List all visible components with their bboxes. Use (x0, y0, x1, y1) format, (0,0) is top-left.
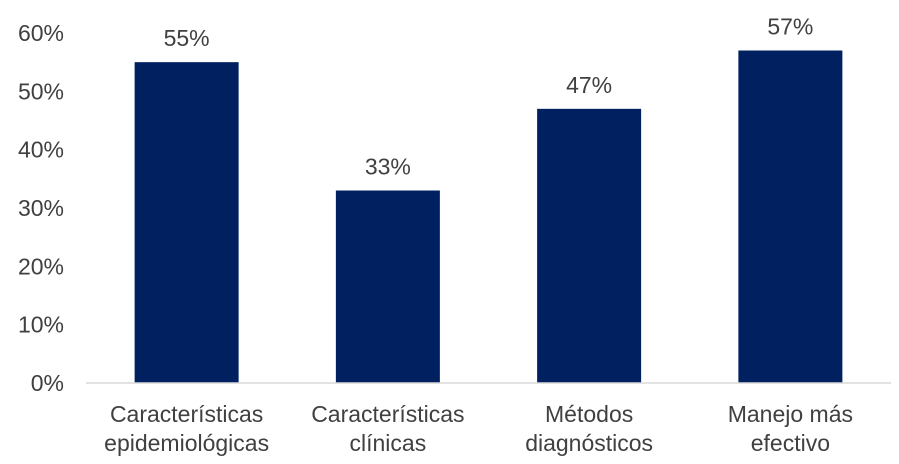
category-label: Manejo más (728, 401, 853, 427)
bar-value-label: 55% (164, 25, 210, 51)
y-tick-label: 0% (31, 370, 64, 396)
category-labels: Características epidemiológicas Caracterís… (104, 401, 853, 456)
bars (134, 50, 843, 384)
category-label: Características (311, 401, 464, 427)
bar-value-label: 33% (365, 154, 411, 180)
y-tick-label: 40% (18, 137, 64, 163)
category-label: epidemiológicas (104, 430, 269, 456)
bar (134, 62, 239, 384)
y-tick-label: 30% (18, 195, 64, 221)
y-tick-label: 10% (18, 312, 64, 338)
bar (537, 108, 642, 383)
category-label: clínicas (350, 430, 427, 456)
category-label: diagnósticos (525, 430, 653, 456)
bar-value-label: 47% (566, 72, 612, 98)
category-label: efectivo (751, 430, 830, 456)
bar (738, 50, 843, 383)
y-axis-ticks: 0% 10% 20% 30% 40% 50% 60% (18, 20, 64, 396)
category-label: Características (110, 401, 263, 427)
bar (335, 190, 440, 383)
data-labels: 55% 33% 47% 57% (164, 14, 814, 180)
bar-value-label: 57% (767, 14, 813, 40)
category-label: Métodos (545, 401, 633, 427)
y-tick-label: 50% (18, 78, 64, 104)
y-tick-label: 20% (18, 253, 64, 279)
y-tick-label: 60% (18, 20, 64, 46)
